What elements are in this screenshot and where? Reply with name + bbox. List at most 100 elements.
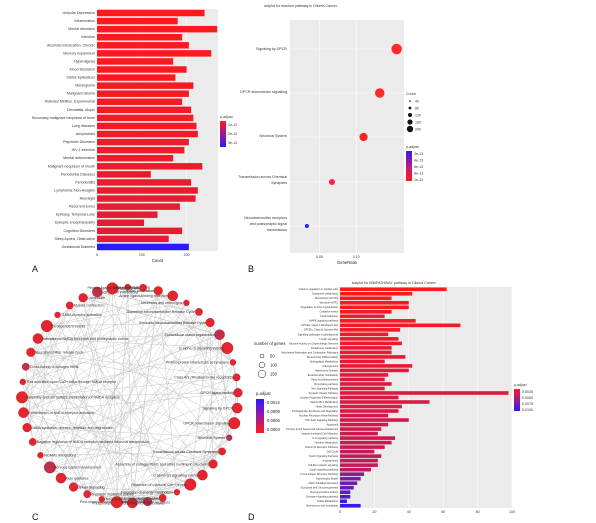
legend-label-a: 1e-12 (228, 123, 237, 127)
network-node-label: GABA receptor activation (62, 313, 102, 317)
category-label-a: Periodontal Diseases (61, 172, 95, 176)
bar-d-42 (340, 476, 361, 481)
legend-label-d: 0.0025 (522, 390, 533, 394)
network-node (124, 283, 131, 291)
category-label-d: Sphingolipid Metabolism (310, 359, 338, 363)
color-legend-label-c: 0.0003 (267, 427, 280, 432)
category-label-d: Calcium regulation in cardiac cells (299, 287, 339, 291)
color-legend-label-c: 0.0006 (267, 418, 280, 423)
network-node (32, 333, 44, 344)
color-legend-label-b: 4e-13 (414, 159, 423, 163)
network-node (18, 407, 29, 418)
bar-a-4 (97, 42, 189, 49)
category-label-d: Cell Cycle (326, 450, 338, 454)
network-node-label: G-protein mediated events (91, 492, 134, 496)
category-label-d: Glycolysis and Gluconeogenesis (301, 486, 339, 490)
network-node (65, 301, 74, 310)
category-label-d: Nicotine Metabolism (315, 441, 338, 445)
network-node (19, 378, 26, 386)
category-label-a: Gestational Diabetes (62, 245, 96, 249)
bar-d-39 (340, 463, 378, 467)
category-label-d: Glutathione metabolism (311, 346, 338, 350)
category-label-d: ID signaling pathway (314, 382, 339, 386)
network-node-label: Nervous system development (54, 466, 101, 470)
network-node-label: Assembly and cell surface presentation o… (26, 396, 120, 400)
category-label-d: IL-6 signaling pathway (312, 436, 339, 440)
network-node-label: GPCR ligand binding (200, 391, 234, 395)
network-node (40, 320, 53, 332)
x-tick-a: 0 (96, 253, 98, 257)
bar-d-2 (340, 296, 392, 301)
network-node-label: Integration of energy metabolism (121, 491, 173, 495)
bar-d-36 (340, 449, 375, 454)
size-legend-label-c: 50 (270, 354, 275, 359)
bar-d-35 (340, 445, 385, 449)
bar-d-7 (340, 319, 416, 323)
bar-d-10 (340, 332, 389, 337)
network-node-label: LGI-ADAM interactions (101, 290, 138, 294)
bar-a-18 (97, 155, 174, 162)
category-label-d: GPCRs, Class B Secretin-like (304, 328, 339, 332)
category-label-a: Memory impairment (63, 51, 95, 55)
network-node-label: Ca-dependent events (51, 324, 86, 328)
bar-d-48 (340, 503, 361, 508)
network-node (208, 459, 218, 469)
bar-d-40 (340, 467, 371, 472)
network-node (26, 347, 36, 357)
size-legend-dot-b (408, 113, 412, 117)
dot-b-0 (391, 43, 402, 55)
network-node-label: Serotonin Neurotransmitter Release Cycle (139, 321, 206, 325)
category-label-d: Integrin-mediated Cell Adhesion (301, 431, 338, 435)
bar-a-0 (97, 9, 205, 17)
panel-b-chart: dotplot for reactom pathway in Glioma Ca… (238, 4, 423, 265)
category-label-d: Vitamin D Receptor Pathway (305, 445, 339, 449)
network-node-label: Extracellular matrix organization (164, 333, 215, 337)
bar-d-27 (340, 409, 399, 413)
bar-d-6 (340, 314, 385, 319)
category-label-d: Notch Signaling Pathway (309, 454, 339, 458)
color-scale-a (220, 121, 226, 147)
network-node (195, 308, 203, 316)
category-label-d: T-Cell antigen Receptor Pathway (300, 472, 339, 476)
network-node (197, 469, 208, 481)
bar-d-32 (340, 431, 378, 436)
category-label-a: Neuralgia (80, 197, 95, 201)
bar-d-17 (340, 364, 413, 368)
network-node (143, 497, 153, 507)
network-node (233, 388, 243, 398)
bar-d-43 (340, 481, 358, 485)
dot-b-1 (374, 88, 385, 98)
x-tick-d: 100 (509, 510, 515, 514)
category-label-a: Diabetes Mellitus, Experimental (45, 100, 96, 104)
network-node-label: Activation of NMDA receptors and postsyn… (42, 337, 129, 341)
network-node-label: Cross-linking of collagen fibrils (30, 365, 79, 369)
network-node (167, 290, 179, 302)
category-label-d: Oxidative stress (320, 310, 339, 314)
bar-a-9 (97, 82, 194, 89)
category-label-a: Epileptic encephalopathy (55, 221, 95, 225)
category-label-d: Folate Metabolism (317, 499, 338, 503)
x-tick-d: 80 (476, 510, 480, 514)
size-legend-label-c: 100 (270, 363, 278, 368)
legend-title-a: p.adjust (220, 115, 233, 119)
network-node-label: Dopamine Neurotransmitter Release Cycle (127, 310, 195, 314)
category-label-d: Regulation of Actin Cytoskeleton (301, 305, 339, 309)
size-legend-label-b: 200 (415, 128, 421, 132)
category-label-d: Nicotine Activity on Dopaminergic Neuron… (289, 341, 339, 345)
network-node (214, 329, 225, 340)
category-label-d: Dopamine metabolism (312, 292, 338, 296)
network-node (16, 391, 28, 404)
network-node (221, 342, 234, 355)
network-node-label: Muscle contraction (74, 304, 104, 308)
category-label-a: Cognition Disorders (63, 229, 95, 233)
network-node-label: GPCR downstream signalling (183, 422, 230, 426)
x-axis-label-b: GeneRatio (337, 260, 358, 265)
category-label-a: Lymphoma, Non-Hodgkin (54, 188, 95, 192)
network-node-label: Neurotoxicity of clostridium toxins (106, 498, 160, 502)
network-node-label: Negative regulation of NMDA receptor-med… (37, 440, 150, 444)
category-label-d: GPCRs, Class A Rhodopsin-like (301, 323, 338, 327)
panel-label-c: C (32, 512, 39, 522)
network-node (173, 489, 181, 496)
network-node-label: NCAM1 interactions (44, 454, 76, 458)
category-label-a: Mental deterioration (63, 156, 95, 160)
